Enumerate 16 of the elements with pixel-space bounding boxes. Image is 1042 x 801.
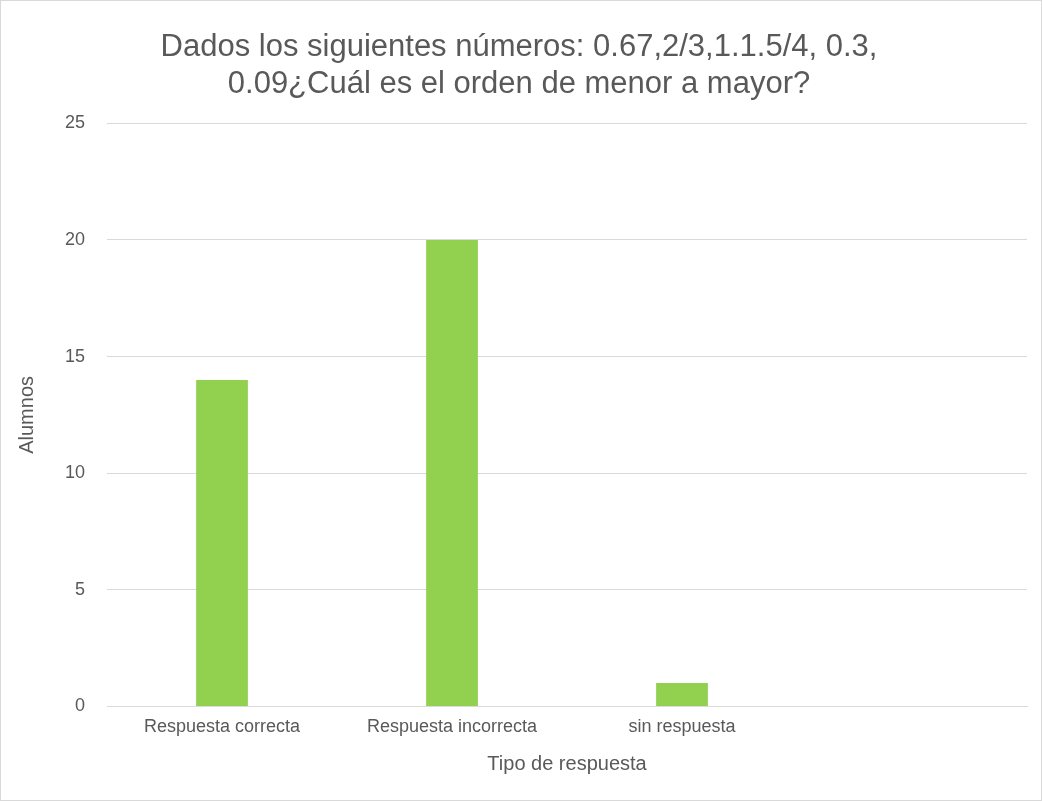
- bar: [196, 379, 248, 706]
- x-tick-label: Respuesta correcta: [143, 716, 302, 737]
- y-tick-label: 25: [64, 112, 86, 133]
- x-tick-label: Respuesta incorrecta: [366, 716, 539, 737]
- y-tick-label: 15: [64, 345, 86, 366]
- y-tick-label: 5: [75, 578, 86, 599]
- y-tick-label: 20: [64, 228, 86, 249]
- x-axis-title: Tipo de respuesta: [487, 751, 648, 774]
- y-tick-label: 0: [75, 695, 86, 716]
- y-tick-label: 10: [64, 462, 86, 483]
- bar: [426, 240, 478, 706]
- y-axis-title: Alumnos: [14, 375, 37, 454]
- text: Dados los siguientes números: 0.67,2/3,1.1.5/4, 0.3,: [160, 28, 878, 64]
- bar: [656, 683, 708, 706]
- text: 0.09¿Cuál es el orden de menor a mayor?: [227, 65, 811, 101]
- x-tick-label: sin respuesta: [628, 716, 737, 737]
